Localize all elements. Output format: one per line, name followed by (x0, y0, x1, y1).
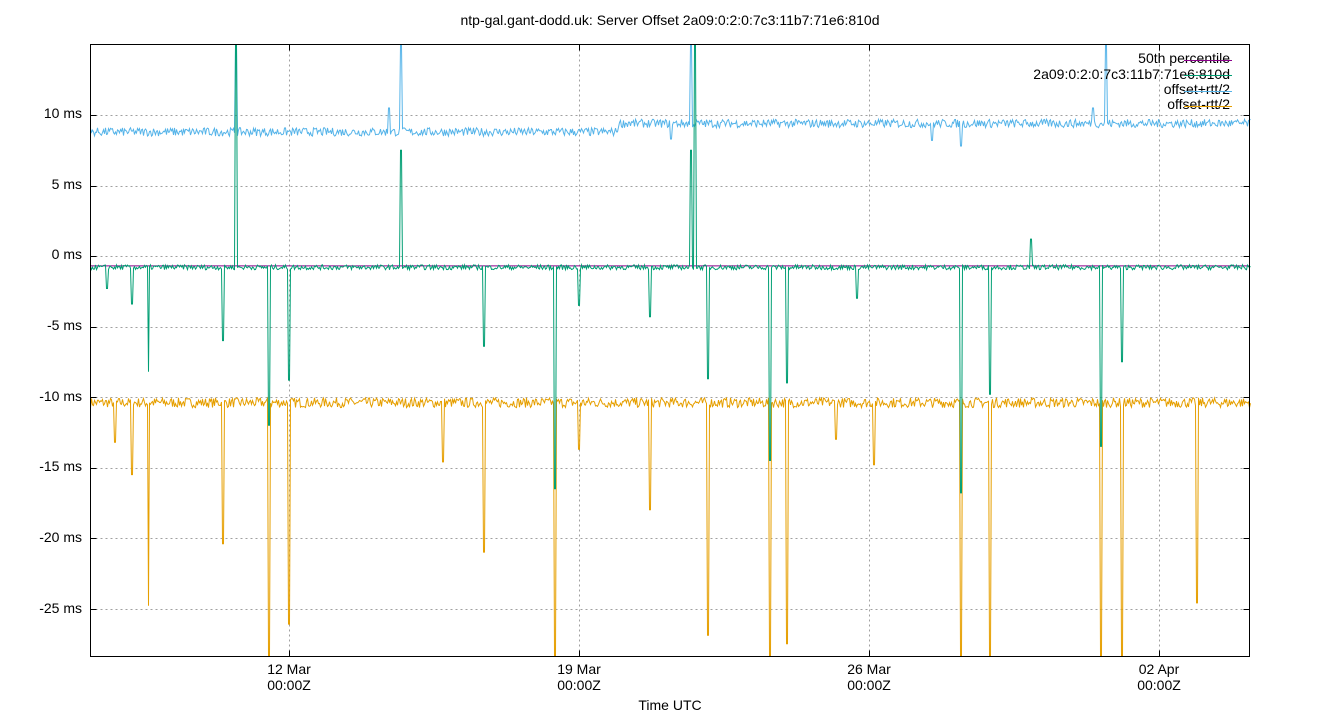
legend-label-offset-plus-rtt: offset+rtt/2 (1163, 81, 1230, 97)
legend-swatch-offset-minus-rtt (1184, 106, 1232, 107)
x-tick-label: 26 Mar 00:00Z (847, 661, 891, 693)
series-offset-plus-rtt (90, 44, 1251, 147)
y-tick-label: -15 ms (39, 458, 82, 474)
x-tick-label: 12 Mar 00:00Z (267, 661, 311, 693)
y-tick-label: -5 ms (47, 317, 82, 333)
x-tick-label: 19 Mar 00:00Z (557, 661, 601, 693)
legend-swatch-offset-plus-rtt (1184, 91, 1232, 92)
x-tick-label: 02 Apr 00:00Z (1137, 661, 1181, 693)
legend-swatch-offset (1184, 75, 1232, 76)
series-offset (90, 44, 1251, 494)
series-offset-minus-rtt (90, 396, 1251, 657)
x-axis-label: Time UTC (638, 697, 702, 713)
data-series (90, 44, 1251, 657)
legend-label-percentile: 50th percentile (1138, 50, 1230, 66)
y-tick-label: -20 ms (39, 529, 82, 545)
tick-marks (90, 44, 1250, 657)
legend-swatch-percentile (1184, 60, 1232, 61)
plot-border (90, 44, 1250, 657)
legend-label-offset-minus-rtt: offset-rtt/2 (1167, 96, 1230, 112)
y-tick-label: 0 ms (51, 246, 82, 262)
y-tick-label: 10 ms (43, 105, 82, 121)
y-tick-label: 5 ms (51, 176, 82, 192)
y-tick-label: -25 ms (39, 600, 82, 616)
legend-label-offset: 2a09:0:2:0:7c3:11b7:71e6:810d (1033, 66, 1230, 82)
chart-title: ntp-gal.gant-dodd.uk: Server Offset 2a09… (460, 12, 880, 28)
y-tick-label: -10 ms (39, 388, 82, 404)
